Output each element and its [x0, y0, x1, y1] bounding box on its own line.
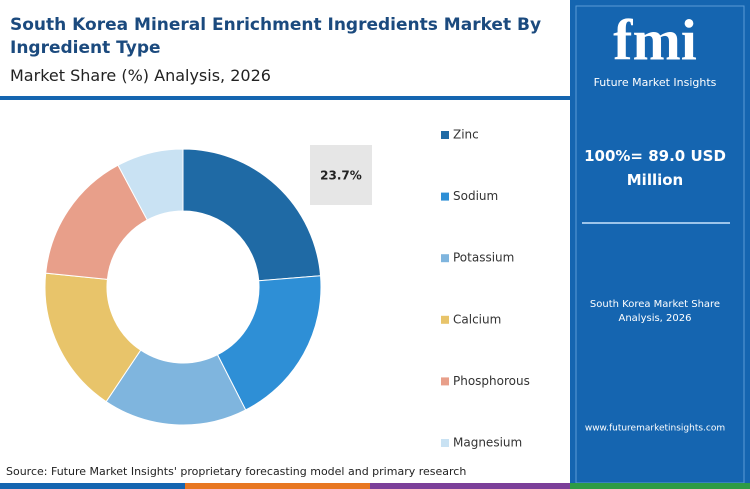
legend-label: Calcium	[453, 312, 501, 326]
brand: Future Market Insights	[594, 76, 717, 89]
side-panel	[570, 0, 750, 489]
legend-label: Phosphorous	[453, 374, 530, 388]
panel-caption: South Korea Market Share Analysis, 2026	[589, 299, 721, 324]
source: Source: Future Market Insights' propriet…	[6, 465, 466, 478]
chart-subtitle: Market Share (%) Analysis, 2026	[10, 66, 271, 85]
legend-label: Zinc	[453, 128, 479, 142]
value-label: 23.7%	[320, 169, 362, 183]
logo: fmi	[613, 7, 697, 72]
website: www.futuremarketinsights.com	[585, 424, 725, 434]
legend-swatch	[441, 131, 449, 139]
footer-stripe	[370, 483, 570, 489]
total: 100%= 89.0 USD Million	[584, 147, 726, 189]
legend-swatch	[441, 192, 449, 201]
legend-swatch	[441, 439, 449, 447]
donut-segment	[182, 148, 322, 282]
legend-swatch	[441, 315, 449, 324]
footer-stripe	[185, 483, 370, 489]
footer-stripe	[570, 483, 750, 489]
chart-title: South Korea Mineral Enrichment Ingredien…	[10, 15, 542, 58]
legend-label: Magnesium	[453, 436, 522, 450]
footer-stripe	[0, 483, 185, 489]
donut-segment	[117, 148, 184, 221]
legend-swatch	[441, 377, 449, 386]
value-label-box	[310, 145, 372, 205]
header-rule	[0, 96, 570, 100]
legend-label: Potassium	[453, 251, 514, 265]
legend-label: Sodium	[453, 189, 498, 203]
legend-swatch	[441, 254, 449, 263]
